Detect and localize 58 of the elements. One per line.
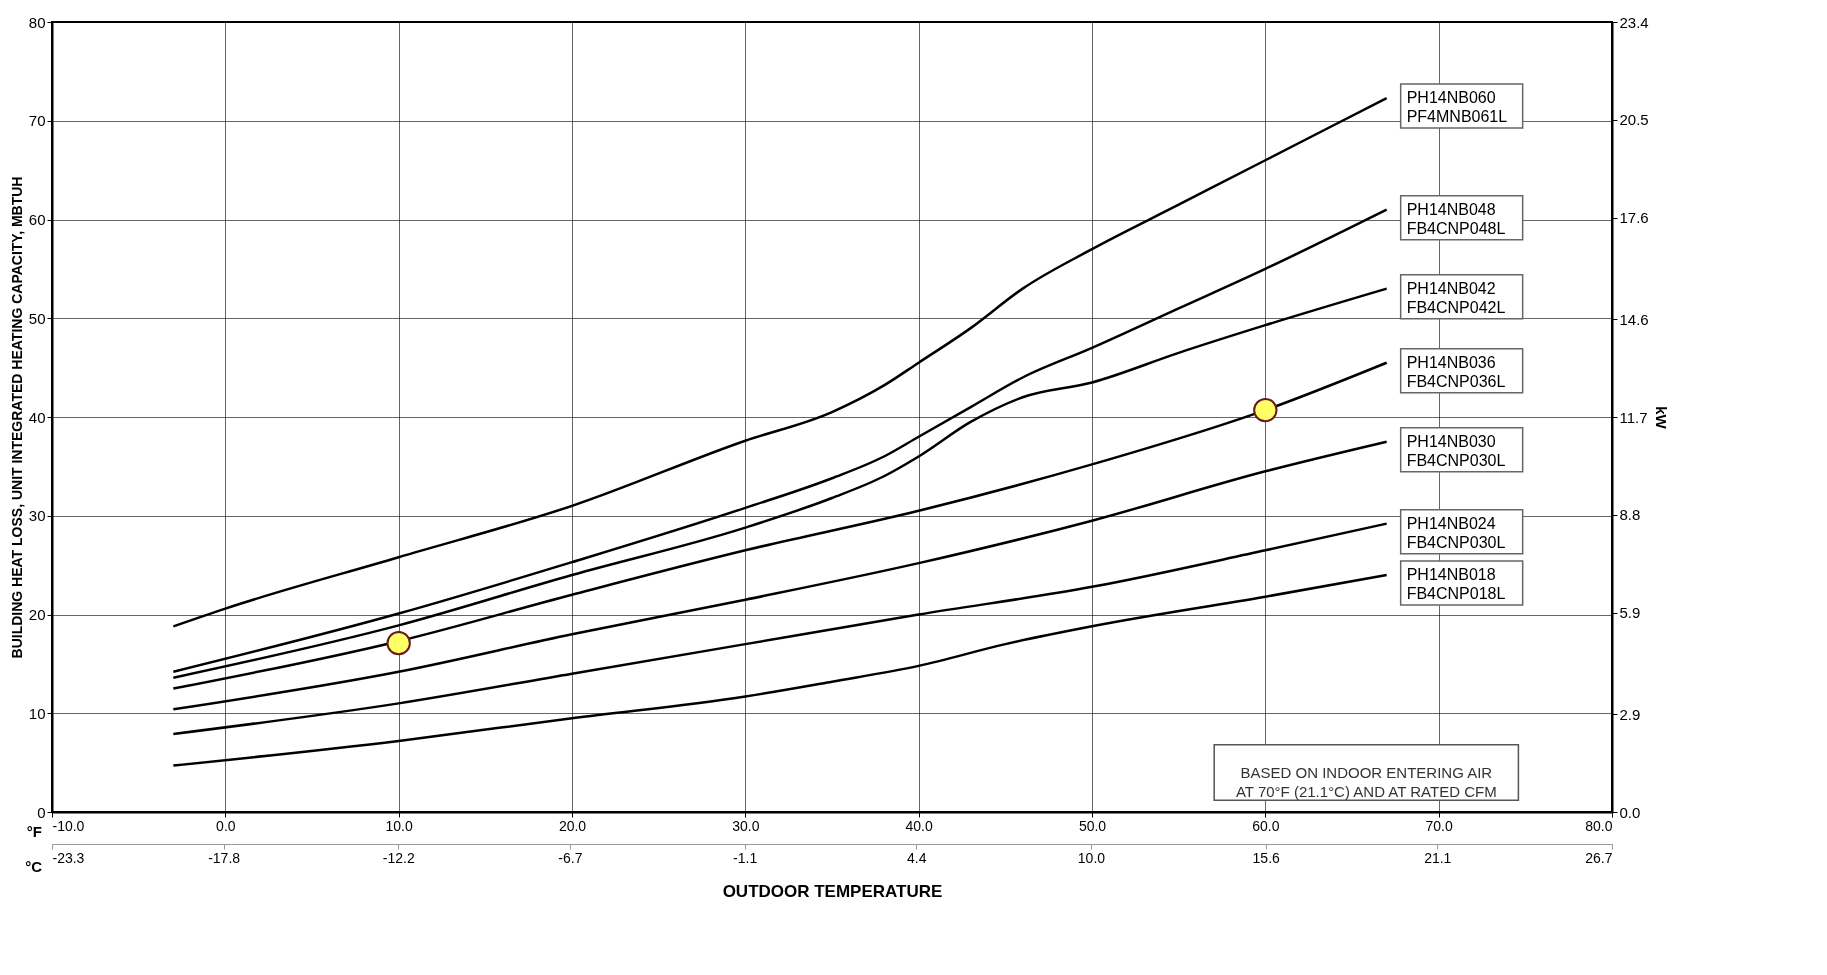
x-tick-label: 70.0	[1425, 817, 1453, 834]
x-tick-label: -10.0	[52, 817, 85, 834]
series-label: PH14NB024 FB4CNP030L	[1406, 514, 1506, 551]
x-tick-label: 80.0	[1585, 817, 1613, 834]
x-tick-label: 20.0	[558, 817, 587, 834]
y-tick-label: 80	[28, 13, 46, 31]
x2-tick-label: -23.3	[52, 849, 85, 866]
annotation: BASED ON INDOOR ENTERING AIR AT 70°F (21.1°C) AND AT RATED CFM	[1235, 763, 1497, 800]
y-axis-title: BUILDING HEAT LOSS, UNIT INTEGRATED HEATING CAPACITY, MBTUH	[8, 176, 25, 659]
x2-tick-label: 26.7	[1585, 849, 1613, 866]
y-tick-label: 20	[28, 606, 46, 623]
x2-tick-label: -17.8	[208, 849, 241, 866]
series-label: PH14NB060 PF4MNB061L	[1406, 89, 1508, 126]
series-label: PH14NB042 FB4CNP042L	[1406, 279, 1506, 316]
x2-tick-label: -12.2	[382, 849, 415, 866]
x-axis-title: OUTDOOR TEMPERATURE	[722, 881, 943, 901]
y2-tick-label: 17.6	[1619, 209, 1649, 227]
y-tick-label: 10	[28, 704, 46, 722]
y2-tick-label: 8.8	[1619, 506, 1641, 524]
x2-tick-label: 21.1	[1424, 849, 1452, 866]
y-tick-label: 0	[37, 803, 46, 821]
x2-tick-label: 15.6	[1252, 849, 1281, 866]
y2-tick-label: 2.9	[1619, 705, 1641, 723]
x-tick-label: 0.0	[216, 817, 236, 834]
x-tick-label: 10.0	[385, 817, 413, 834]
line-series	[172, 573, 1388, 767]
series-label: PH14NB048 FB4CNP048L	[1406, 200, 1506, 237]
line-series	[172, 96, 1388, 628]
line-series	[172, 287, 1388, 679]
x-tick-label: 30.0	[732, 817, 760, 834]
y-tick-label: 30	[28, 507, 46, 525]
x-tick-label: 40.0	[905, 817, 933, 834]
line-series	[172, 361, 1388, 690]
y-tick-label: 60	[28, 211, 46, 228]
line-series	[172, 522, 1388, 736]
x2-tick-label: -1.1	[733, 849, 758, 866]
y2-tick-label: 5.9	[1619, 604, 1641, 622]
x2-tick-label: 4.4	[907, 849, 927, 866]
y2-axis-title: kW	[1652, 406, 1670, 430]
y2-tick-label: 0.0	[1619, 803, 1641, 821]
y2-tick-label: 20.5	[1619, 111, 1649, 129]
y2-tick-label: 14.6	[1619, 310, 1649, 328]
y2-tick-label: 11.7	[1619, 408, 1648, 426]
y-tick-label: 50	[28, 309, 46, 327]
x-tick-label: 50.0	[1078, 817, 1107, 834]
line-series	[172, 440, 1388, 711]
y2-tick-label: 23.4	[1619, 13, 1649, 31]
text: °C	[25, 858, 43, 875]
x2-tick-label: 10.0	[1077, 849, 1106, 866]
series-label: PH14NB030 FB4CNP030L	[1406, 432, 1506, 469]
y-tick-label: 70	[28, 112, 46, 130]
line-series	[172, 208, 1388, 674]
x2-tick-label: -6.7	[558, 849, 583, 866]
series-label: PH14NB018 FB4CNP018L	[1406, 566, 1506, 602]
series-label: PH14NB036 FB4CNP036L	[1406, 353, 1506, 390]
y-tick-label: 40	[28, 408, 46, 426]
x-tick-label: 60.0	[1252, 817, 1280, 834]
text: °F	[26, 823, 42, 840]
